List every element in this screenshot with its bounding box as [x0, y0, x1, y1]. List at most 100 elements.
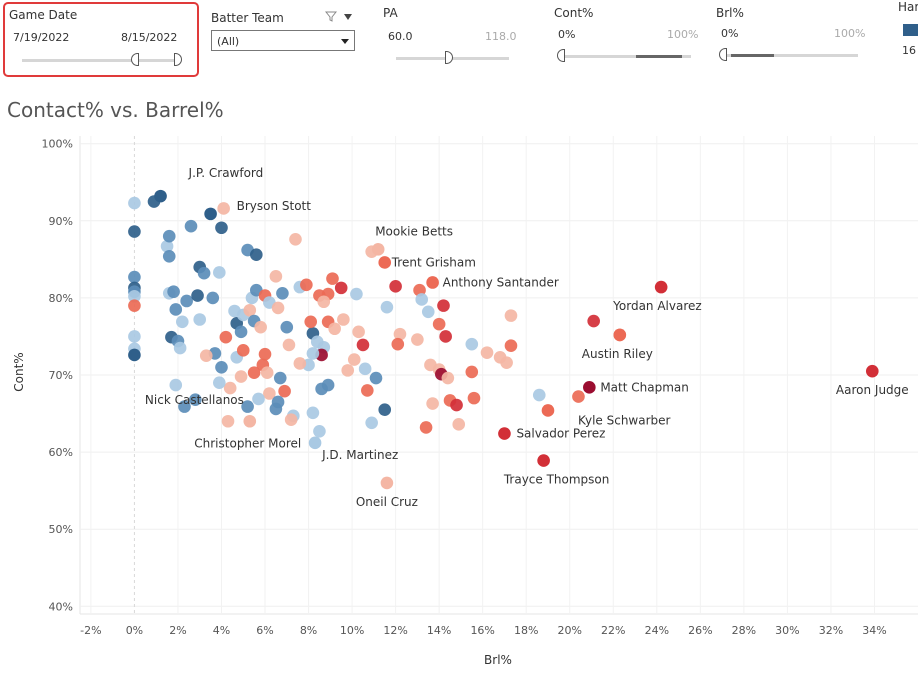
game-date-filter[interactable]	[3, 2, 199, 77]
player-point[interactable]	[465, 337, 479, 351]
labeled-player-point[interactable]	[128, 348, 141, 362]
game-date-slider-end-handle[interactable]	[174, 53, 182, 66]
player-point[interactable]	[437, 299, 450, 312]
player-point[interactable]	[378, 403, 392, 416]
player-point[interactable]	[199, 349, 213, 363]
player-point[interactable]	[467, 391, 481, 405]
player-point[interactable]	[441, 371, 455, 385]
player-point[interactable]	[273, 371, 287, 385]
player-point[interactable]	[432, 317, 446, 331]
player-point[interactable]	[162, 249, 176, 263]
player-point[interactable]	[213, 266, 226, 279]
player-point[interactable]	[334, 281, 348, 295]
player-point[interactable]	[452, 418, 466, 431]
player-point[interactable]	[306, 347, 320, 360]
player-point[interactable]	[128, 290, 141, 303]
player-point[interactable]	[504, 309, 518, 322]
player-point[interactable]	[178, 400, 191, 413]
player-point[interactable]	[223, 381, 237, 395]
player-point[interactable]	[419, 421, 433, 434]
player-point[interactable]	[411, 333, 424, 346]
player-point[interactable]	[234, 325, 248, 339]
player-point[interactable]	[197, 266, 211, 280]
pa-slider-handle[interactable]	[445, 51, 453, 64]
labeled-player-point[interactable]	[537, 454, 550, 467]
player-point[interactable]	[465, 365, 479, 379]
labeled-player-point[interactable]	[613, 328, 627, 342]
player-point[interactable]	[169, 378, 183, 392]
player-point[interactable]	[128, 299, 141, 312]
player-point[interactable]	[391, 337, 405, 351]
player-point[interactable]	[263, 387, 276, 400]
player-point[interactable]	[341, 364, 355, 377]
player-point[interactable]	[162, 229, 176, 243]
game-date-slider-track[interactable]	[22, 59, 180, 62]
player-point[interactable]	[128, 225, 141, 238]
player-point[interactable]	[191, 289, 204, 302]
player-point[interactable]	[276, 286, 289, 300]
batter-team-select[interactable]: (All)	[211, 30, 355, 51]
player-point[interactable]	[282, 338, 296, 352]
player-point[interactable]	[350, 287, 363, 301]
player-point[interactable]	[247, 366, 261, 379]
player-point[interactable]	[532, 388, 546, 402]
player-point[interactable]	[184, 219, 198, 233]
player-point[interactable]	[480, 346, 494, 359]
player-point[interactable]	[173, 341, 187, 355]
labeled-player-point[interactable]	[243, 414, 257, 428]
labeled-player-point[interactable]	[865, 364, 879, 378]
player-point[interactable]	[289, 233, 302, 246]
player-point[interactable]	[304, 315, 318, 329]
cont-slider-handle[interactable]	[557, 49, 565, 62]
player-point[interactable]	[421, 305, 435, 319]
player-point[interactable]	[358, 362, 372, 376]
player-point[interactable]	[213, 376, 226, 390]
labeled-player-point[interactable]	[154, 189, 167, 203]
player-point[interactable]	[356, 338, 370, 352]
player-point[interactable]	[176, 315, 189, 329]
player-point[interactable]	[572, 390, 585, 403]
player-point[interactable]	[128, 330, 141, 343]
player-point[interactable]	[252, 392, 265, 406]
player-point[interactable]	[337, 313, 350, 326]
player-point[interactable]	[241, 400, 254, 413]
player-point[interactable]	[500, 356, 513, 369]
cont-slider-track[interactable]	[560, 55, 691, 58]
labeled-player-point[interactable]	[654, 280, 668, 294]
player-point[interactable]	[313, 424, 326, 438]
player-point[interactable]	[254, 320, 267, 334]
player-point[interactable]	[189, 393, 202, 406]
player-point[interactable]	[219, 330, 233, 344]
player-point[interactable]	[389, 280, 402, 293]
player-point[interactable]	[215, 360, 228, 374]
player-point[interactable]	[193, 313, 207, 326]
player-point[interactable]	[206, 291, 220, 305]
player-point[interactable]	[284, 413, 298, 427]
player-point[interactable]	[328, 322, 341, 336]
player-point[interactable]	[352, 325, 365, 339]
player-point[interactable]	[321, 378, 335, 392]
player-point[interactable]	[365, 416, 378, 430]
player-point[interactable]	[221, 414, 235, 428]
player-point[interactable]	[317, 295, 331, 309]
player-point[interactable]	[306, 406, 320, 420]
player-point[interactable]	[587, 314, 600, 328]
labeled-player-point[interactable]	[426, 276, 439, 289]
player-point[interactable]	[269, 402, 283, 416]
player-point[interactable]	[271, 301, 285, 315]
player-point[interactable]	[236, 344, 250, 357]
player-point[interactable]	[393, 327, 407, 341]
player-point[interactable]	[369, 371, 383, 385]
labeled-player-point[interactable]	[308, 436, 322, 450]
player-point[interactable]	[415, 293, 429, 306]
player-point[interactable]	[180, 294, 193, 308]
brl-slider-track[interactable]	[723, 54, 858, 57]
labeled-player-point[interactable]	[380, 476, 394, 490]
player-point[interactable]	[128, 270, 141, 284]
player-point[interactable]	[326, 272, 339, 285]
brl-slider-handle[interactable]	[719, 48, 727, 61]
player-point[interactable]	[300, 278, 313, 292]
player-point[interactable]	[280, 320, 294, 334]
player-point[interactable]	[504, 339, 518, 353]
labeled-player-point[interactable]	[371, 243, 385, 256]
